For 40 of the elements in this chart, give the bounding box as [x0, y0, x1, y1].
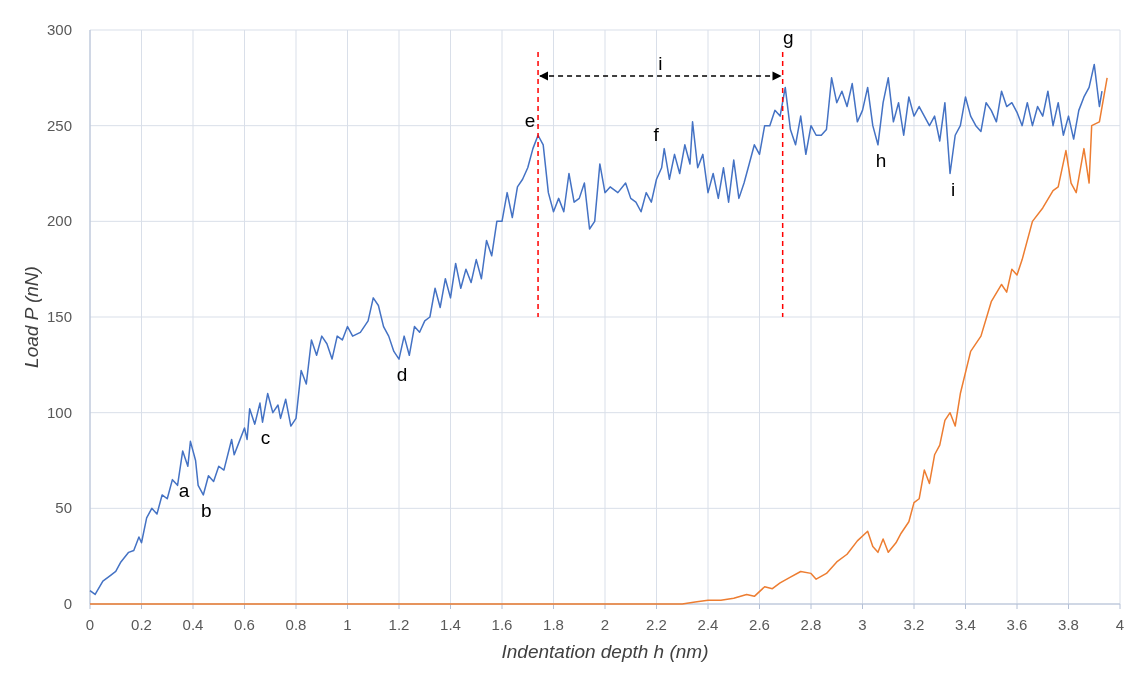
annotation: e	[524, 110, 536, 132]
x-tick-label: 2.6	[749, 616, 770, 633]
x-tick-label: 0.4	[182, 616, 204, 633]
x-tick-label: 0.6	[234, 616, 255, 633]
x-tick-label: 3.4	[955, 616, 976, 633]
annotation: b	[201, 499, 212, 521]
annotation: i	[950, 178, 956, 200]
x-tick-label: 2.2	[646, 616, 667, 633]
y-tick-label: 300	[46, 21, 72, 38]
x-tick-label: 3	[858, 616, 867, 633]
x-tick-label: 0.2	[131, 616, 152, 633]
x-tick-label: 1.2	[388, 616, 410, 633]
y-tick-label: 200	[46, 212, 72, 230]
x-tick-label: 4	[1115, 616, 1125, 633]
y-axis-title: Load P (nN)	[21, 266, 42, 368]
x-tick-label: 0	[85, 616, 95, 633]
x-tick-label: 2	[600, 616, 610, 633]
y-tick-label: 0	[63, 595, 72, 612]
x-tick-label: 1.4	[440, 616, 461, 633]
x-tick-label: 3.2	[903, 616, 925, 633]
annotation: h	[875, 149, 887, 171]
y-tick-label: 50	[55, 499, 72, 517]
x-tick-label: 1	[343, 616, 352, 633]
annotation: a	[178, 480, 190, 502]
x-tick-label: 1.8	[543, 616, 564, 633]
x-tick-label: 2.8	[800, 616, 822, 633]
annotation: i	[658, 53, 663, 74]
y-tick-label: 100	[46, 403, 72, 421]
annotation: d	[396, 364, 408, 386]
x-tick-label: 3.8	[1058, 616, 1079, 633]
x-axis-title: Indentation depth h (nm)	[501, 641, 709, 662]
annotation: c	[260, 427, 271, 449]
x-tick-label: 3.6	[1006, 616, 1028, 633]
y-tick-label: 250	[46, 116, 72, 134]
x-tick-label: 2.4	[697, 616, 719, 633]
x-tick-label: 0.8	[285, 616, 307, 633]
y-tick-label: 150	[46, 308, 72, 325]
annotation: f	[653, 123, 660, 145]
x-tick-label: 1.6	[491, 616, 513, 633]
annotation: g	[782, 27, 794, 48]
